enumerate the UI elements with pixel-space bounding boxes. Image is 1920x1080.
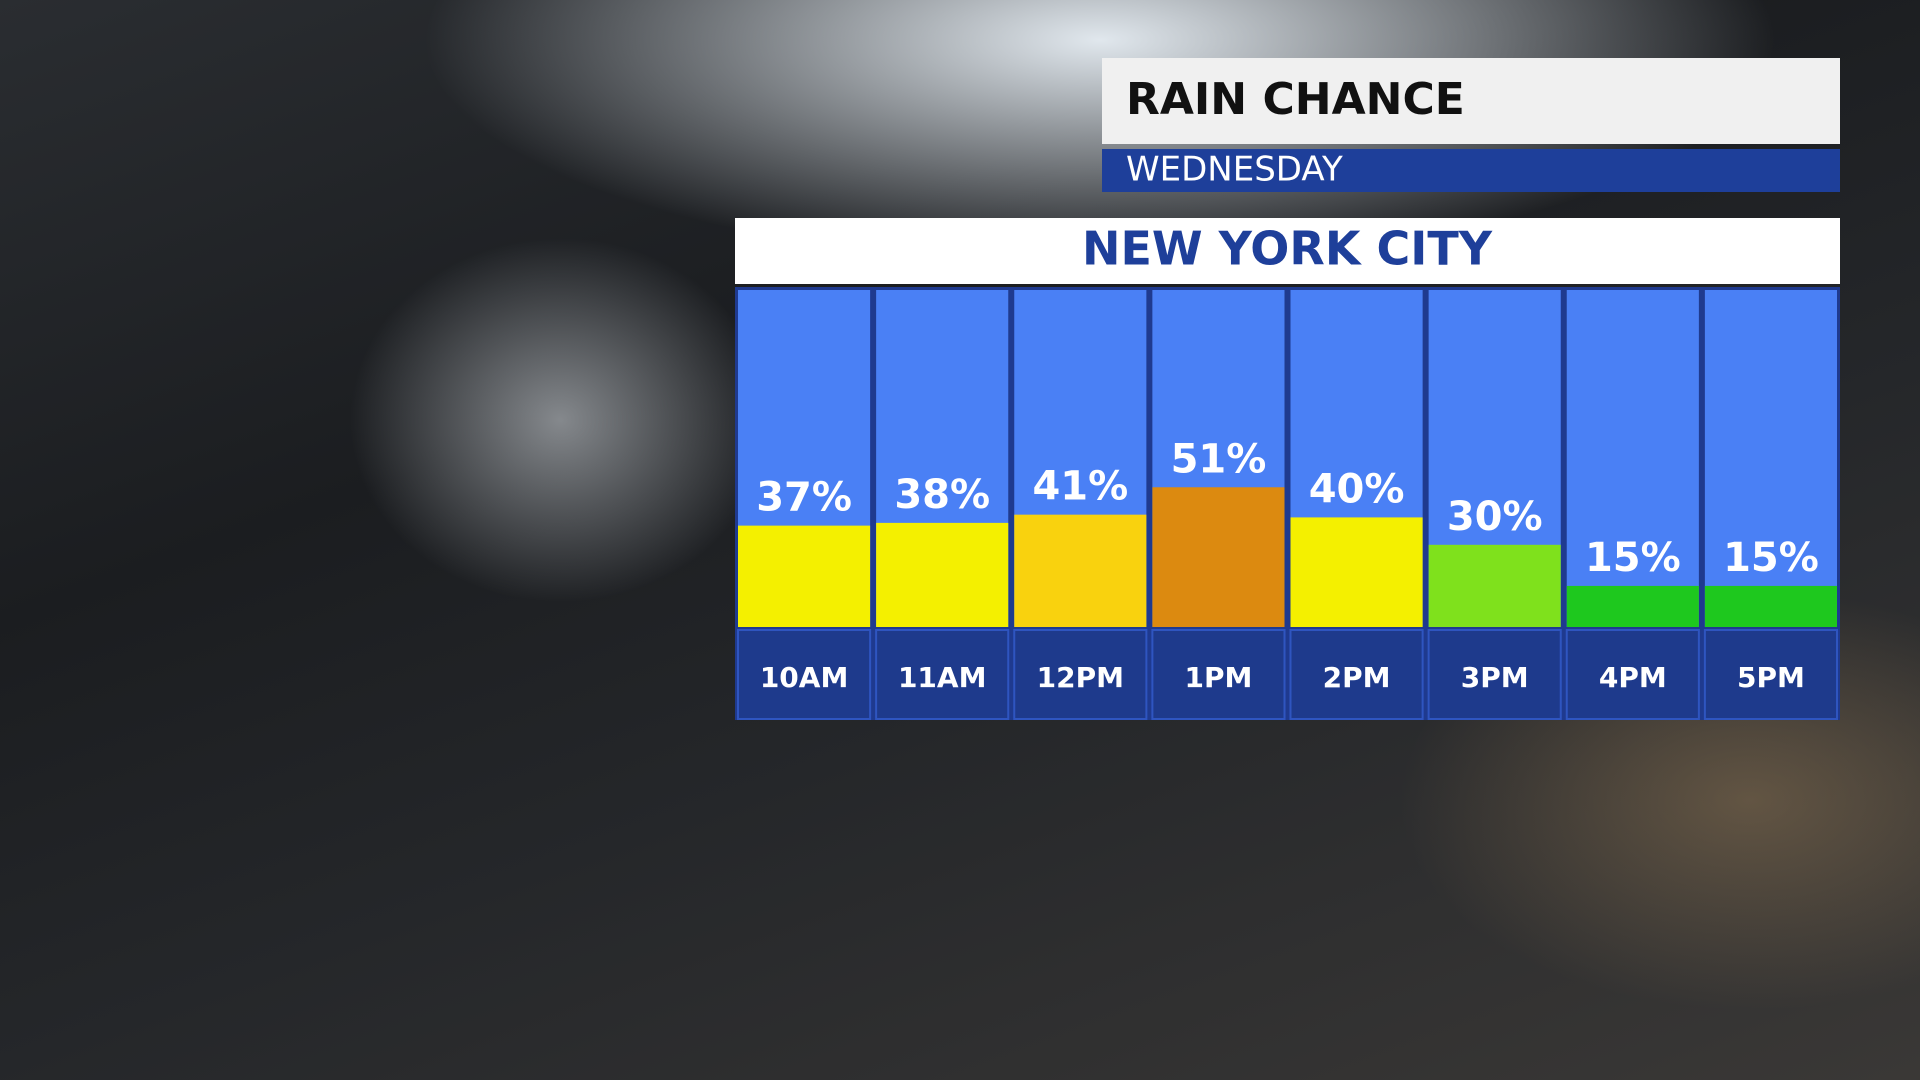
value-label: 37% xyxy=(756,475,852,521)
subtitle-box xyxy=(1102,149,1840,192)
value-label: 51% xyxy=(1171,436,1267,482)
x-tick-label: 12PM xyxy=(1037,661,1124,694)
bar xyxy=(1290,517,1423,627)
bar xyxy=(1704,585,1837,627)
label-cell xyxy=(875,629,1010,720)
label-cell xyxy=(1013,629,1148,720)
label-cell xyxy=(1289,629,1424,720)
x-tick-label: 5PM xyxy=(1737,661,1805,694)
value-label: 38% xyxy=(894,472,990,518)
bar xyxy=(1014,514,1147,627)
column-background xyxy=(1566,290,1699,627)
value-label: 15% xyxy=(1723,535,1819,581)
location-box xyxy=(735,218,1840,284)
value-label: 40% xyxy=(1309,466,1405,512)
chart-title: RAIN CHANCE xyxy=(1126,74,1465,125)
x-tick-label: 4PM xyxy=(1599,661,1667,694)
bar xyxy=(1428,544,1561,627)
bar xyxy=(876,522,1009,627)
x-tick-label: 3PM xyxy=(1461,661,1529,694)
x-tick-label: 2PM xyxy=(1323,661,1391,694)
x-tick-label: 1PM xyxy=(1185,661,1253,694)
x-tick-label: 10AM xyxy=(760,661,849,694)
bar xyxy=(1152,487,1285,627)
bar xyxy=(1566,585,1699,627)
value-label: 41% xyxy=(1032,464,1128,510)
x-tick-label: 11AM xyxy=(898,661,987,694)
value-label: 15% xyxy=(1585,535,1681,581)
label-cell xyxy=(1703,629,1838,720)
label-cell xyxy=(1427,629,1562,720)
value-label: 30% xyxy=(1447,494,1543,540)
label-cell xyxy=(737,629,872,720)
title-box xyxy=(1102,58,1840,144)
location: NEW YORK CITY xyxy=(1082,222,1493,276)
column-background xyxy=(1704,290,1837,627)
label-cell xyxy=(1565,629,1700,720)
bar xyxy=(738,525,871,627)
label-cell xyxy=(1151,629,1286,720)
chart-subtitle: WEDNESDAY xyxy=(1126,150,1343,190)
